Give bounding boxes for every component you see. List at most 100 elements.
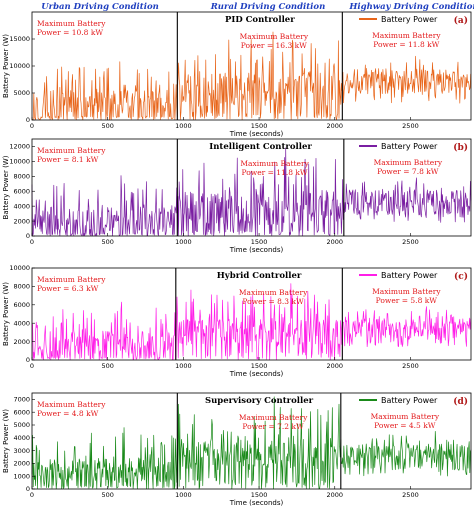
max-power-annotation: Power = 10.8 kW [37,28,103,37]
legend-label: Battery Power [381,142,438,151]
panel-2: 0 500 1000 1500 2000 2500 0 2000 4000 6000 8000 100… [2,138,472,254]
x-tick-label: 2500 [402,491,419,499]
x-axis-label: Time (seconds) [229,499,284,507]
y-tick-label: 5000 [13,89,30,97]
y-tick-label: 0 [26,356,30,364]
battery-power-series-line [31,31,472,121]
max-power-annotation: Maximum Battery [239,288,308,297]
max-power-annotation: Maximum Battery [374,158,443,167]
max-power-annotation: Power = 11.8 kW [242,168,308,177]
y-tick-label: 6000 [13,301,30,309]
panel-letter: (a) [454,15,468,26]
y-axis-label: Battery Power (W) [2,155,10,219]
y-tick-label: 6000 [13,187,30,195]
highway-condition-label: Highway Driving Condition [348,2,474,12]
legend-label: Battery Power [381,271,438,280]
y-tick-label: 0 [26,232,30,240]
plot-frame [31,138,472,237]
x-tick-label: 1500 [251,362,268,370]
x-tick-label: 1000 [175,122,192,130]
panel-title: PID Controller [225,15,295,25]
x-tick-label: 1000 [175,238,192,246]
panel-title: Hybrid Controller [217,271,302,281]
condition-headers: Urban Driving Condition Rural Driving Co… [41,2,474,12]
y-tick-label: 2000 [13,338,30,346]
y-tick-label: 10000 [9,264,30,272]
y-tick-label: 0 [26,485,30,493]
y-tick-label: 4000 [13,202,30,210]
y-tick-label: 7000 [13,396,30,404]
y-tick-label: 2000 [13,217,30,225]
y-tick-label: 2000 [13,460,30,468]
x-tick-label: 500 [101,122,113,130]
x-axis-label: Time (seconds) [229,246,284,254]
x-tick-label: 2000 [326,238,343,246]
panel-letter: (b) [453,142,468,153]
max-power-annotation: Maximum Battery [239,413,308,422]
panel-title: Supervisory Controller [205,396,314,406]
max-power-annotation: Maximum Battery [37,275,106,284]
y-tick-label: 8000 [13,283,30,291]
max-power-annotation: Power = 6.3 kW [37,284,99,293]
x-tick-label: 500 [101,238,113,246]
panel-title: Intelligent Controller [209,142,312,152]
battery-power-series-line [31,147,472,237]
x-tick-label: 0 [30,238,34,246]
max-power-annotation: Maximum Battery [37,146,106,155]
panel-1: 0 500 1000 1500 2000 2500 0 5000 10000 15000 Time … [2,11,472,138]
x-tick-label: 2500 [402,122,419,130]
max-power-annotation: Power = 11.8 kW [373,40,439,49]
x-tick-label: 0 [30,362,34,370]
y-tick-label: 10000 [9,62,30,70]
panel-letter: (c) [454,271,468,282]
legend-label: Battery Power [381,15,438,24]
max-power-annotation: Maximum Battery [37,19,106,28]
max-power-annotation: Power = 8.1 kW [37,155,99,164]
max-power-annotation: Power = 16.3 kW [241,41,307,50]
y-tick-label: 3000 [13,447,30,455]
x-tick-label: 0 [30,122,34,130]
max-power-annotation: Power = 8.3 kW [242,297,304,306]
max-power-annotation: Maximum Battery [37,400,106,409]
y-tick-label: 1000 [13,472,30,480]
max-power-annotation: Power = 5.8 kW [376,296,438,305]
x-tick-label: 500 [101,491,113,499]
x-tick-label: 1500 [251,122,268,130]
urban-condition-label: Urban Driving Condition [41,2,159,12]
y-tick-label: 4000 [13,434,30,442]
x-tick-label: 2000 [326,491,343,499]
max-power-annotation: Power = 4.5 kW [374,421,436,430]
x-tick-label: 2500 [402,238,419,246]
battery-power-series-line [31,396,472,490]
max-power-annotation: Power = 7.2 kW [242,422,304,431]
battery-power-series-line [31,283,472,361]
x-tick-label: 1500 [251,238,268,246]
y-axis-label: Battery Power (W) [2,34,10,98]
panel-letter: (d) [453,396,468,407]
panel-4: 0 500 1000 1500 2000 2500 0 1000 2000 3000 4000 500… [2,392,472,507]
y-tick-label: 4000 [13,319,30,327]
y-tick-label: 12000 [9,143,30,151]
max-power-annotation: Maximum Battery [240,32,309,41]
max-power-annotation: Power = 4.8 kW [37,409,99,418]
legend-label: Battery Power [381,396,438,405]
max-power-annotation: Maximum Battery [372,31,441,40]
y-tick-label: 0 [26,116,30,124]
max-power-annotation: Power = 7.8 kW [377,167,439,176]
max-power-annotation: Maximum Battery [371,412,440,421]
panel-3: 0 500 1000 1500 2000 2500 0 2000 4000 6000 8000 100… [2,264,472,378]
y-axis-label: Battery Power (W) [2,282,10,346]
x-tick-label: 0 [30,491,34,499]
y-tick-label: 6000 [13,408,30,416]
rural-condition-label: Rural Driving Condition [210,2,326,12]
max-power-annotation: Maximum Battery [240,159,309,168]
plot-frame [31,267,472,361]
y-tick-label: 5000 [13,421,30,429]
x-tick-label: 500 [101,362,113,370]
y-tick-label: 8000 [13,173,30,181]
plot-frame [31,392,472,490]
x-axis-label: Time (seconds) [229,130,284,138]
x-tick-label: 2000 [326,122,343,130]
x-tick-label: 1500 [251,491,268,499]
